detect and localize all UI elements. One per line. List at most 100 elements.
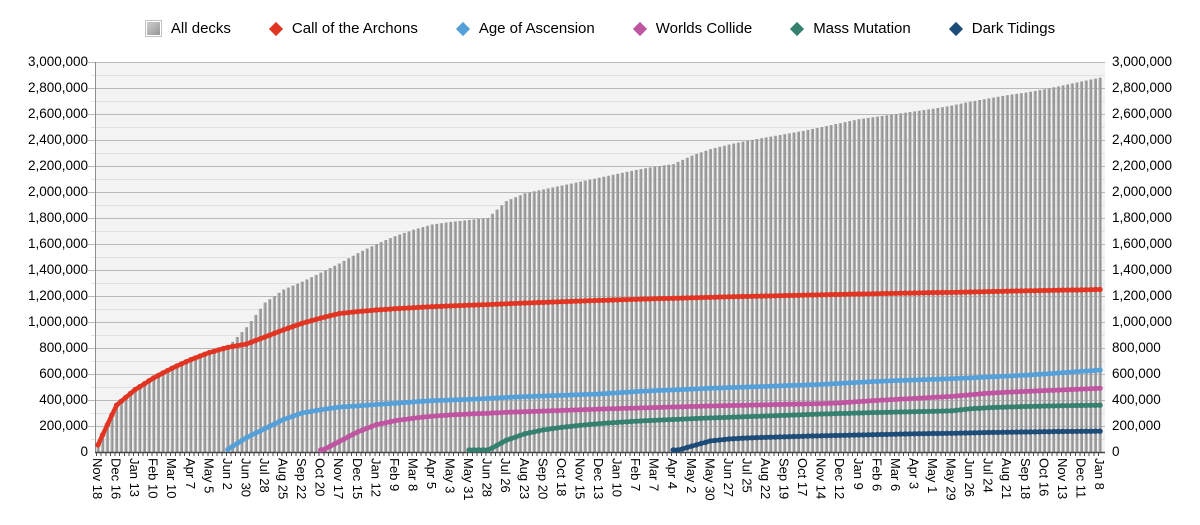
- x-tick-label: Sep 20: [535, 458, 551, 500]
- y-tick-label-right: 2,000,000: [1112, 184, 1173, 199]
- x-tick-label: Jan 10: [609, 458, 625, 498]
- y-tick-label-right: 1,200,000: [1112, 288, 1173, 303]
- y-tick-label-right: 2,200,000: [1112, 158, 1173, 173]
- x-tick-label: Nov 17: [331, 458, 347, 500]
- chart-legend: All decks Call of the Archons Age of Ascen…: [0, 20, 1200, 37]
- legend-label: Mass Mutation: [813, 20, 911, 37]
- x-tick-label: Jun 28: [479, 458, 495, 498]
- y-tick-label-right: 400,000: [1112, 392, 1161, 407]
- y-tick-label-left: 2,200,000: [27, 158, 88, 173]
- x-tick-label: Jun 2: [219, 458, 235, 490]
- x-tick-label: May 1: [925, 458, 940, 494]
- y-tick-label-right: 1,400,000: [1112, 262, 1173, 277]
- y-tick-label-left: 1,000,000: [27, 314, 88, 329]
- y-tick-label-left: 1,600,000: [27, 236, 88, 251]
- legend-label: Worlds Collide: [655, 20, 753, 37]
- legend-label: Age of Ascension: [478, 20, 595, 37]
- x-tick-label: Apr 4: [665, 458, 681, 490]
- x-tick-label: Dec 16: [108, 458, 124, 500]
- x-tick-label: Sep 22: [294, 458, 310, 500]
- x-tick-label: May 30: [702, 458, 718, 501]
- legend-item-call-of-the-archons[interactable]: Call of the Archons: [268, 20, 418, 37]
- all-decks-bars: [96, 77, 1102, 453]
- legend-diamond-icon: [268, 21, 283, 36]
- y-tick-label-left: 0: [80, 444, 88, 459]
- x-tick-label: Jul 25: [739, 458, 755, 493]
- y-tick-label-left: 2,800,000: [27, 80, 88, 95]
- x-tick-label: Nov 18: [90, 458, 105, 500]
- legend-square-icon: [144, 20, 162, 37]
- line-call-of-the-archons: [95, 286, 1103, 448]
- x-tick-label: Dec 15: [349, 458, 365, 500]
- x-tick-label: Oct 16: [1036, 458, 1052, 497]
- x-tick-label: Oct 20: [312, 458, 328, 497]
- x-tick-label: Jan 12: [368, 458, 384, 498]
- y-tick-label-right: 0: [1112, 444, 1120, 459]
- x-tick-label: Jan 8: [1092, 458, 1107, 490]
- y-tick-label-left: 600,000: [39, 366, 88, 381]
- x-tick-label: Jan 9: [850, 458, 866, 490]
- x-tick-label: Nov 15: [572, 458, 588, 500]
- x-tick-label: Dec 11: [1073, 458, 1089, 499]
- x-tick-label: Jul 24: [980, 458, 996, 493]
- line-mass-mutation: [466, 402, 1103, 453]
- legend-label: Dark Tidings: [971, 20, 1056, 37]
- x-tick-label: Nov 13: [1054, 458, 1070, 500]
- x-tick-label: Jan 13: [127, 458, 143, 498]
- x-tick-label: Sep 19: [776, 458, 792, 500]
- x-tick-label: Aug 21: [999, 458, 1015, 500]
- x-tick-label: May 3: [442, 458, 458, 494]
- x-tick-label: Feb 9: [386, 458, 402, 492]
- x-tick-label: Sep 18: [1017, 458, 1033, 500]
- y-tick-label-left: 1,400,000: [27, 262, 88, 277]
- y-tick-label-right: 200,000: [1112, 418, 1161, 433]
- line-worlds-collide: [318, 385, 1103, 453]
- y-tick-label-left: 2,600,000: [27, 106, 88, 121]
- x-tick-label: May 31: [461, 458, 477, 501]
- x-tick-label: May 29: [943, 458, 959, 501]
- legend-diamond-icon: [632, 21, 647, 36]
- x-tick-label: May 2: [683, 458, 699, 494]
- y-tick-label-left: 800,000: [39, 340, 88, 355]
- x-tick-label: Oct 17: [795, 458, 811, 497]
- x-tick-label: Aug 22: [758, 458, 773, 500]
- legend-diamond-icon: [455, 21, 470, 36]
- legend-item-dark-tidings[interactable]: Dark Tidings: [948, 20, 1056, 37]
- line-age-of-ascension: [225, 367, 1103, 453]
- legend-item-worlds-collide[interactable]: Worlds Collide: [632, 20, 753, 37]
- x-tick-label: Jun 27: [720, 458, 736, 498]
- legend-diamond-icon: [948, 21, 963, 36]
- line-dark-tidings: [670, 428, 1103, 453]
- x-tick-label: Jul 28: [257, 458, 272, 493]
- y-tick-label-right: 1,600,000: [1112, 236, 1173, 251]
- x-tick-label: Mar 10: [164, 458, 180, 499]
- x-tick-label: Jun 26: [962, 458, 978, 498]
- x-tick-label: Jul 26: [498, 458, 514, 493]
- x-tick-label: Aug 23: [516, 458, 532, 500]
- legend-item-mass-mutation[interactable]: Mass Mutation: [790, 20, 911, 37]
- y-tick-label-left: 2,000,000: [27, 184, 88, 199]
- x-tick-label: Dec 12: [832, 458, 848, 500]
- legend-item-age-of-ascension[interactable]: Age of Ascension: [455, 20, 595, 37]
- y-tick-label-right: 2,800,000: [1112, 80, 1173, 95]
- legend-diamond-icon: [790, 21, 805, 36]
- x-tick-label: Dec 13: [591, 458, 606, 500]
- y-tick-label-right: 2,400,000: [1112, 132, 1173, 147]
- x-tick-label: Aug 25: [275, 458, 291, 500]
- y-tick-label-left: 2,400,000: [27, 132, 88, 147]
- legend-label: Call of the Archons: [291, 20, 418, 37]
- y-tick-label-right: 1,000,000: [1112, 314, 1173, 329]
- x-tick-label: Nov 14: [813, 458, 829, 500]
- y-tick-label-right: 600,000: [1112, 366, 1161, 381]
- y-tick-label-left: 200,000: [39, 418, 88, 433]
- x-tick-label: Feb 6: [869, 458, 885, 492]
- x-tick-label: Apr 5: [424, 458, 439, 490]
- x-tick-label: Oct 18: [553, 458, 569, 497]
- legend-item-all-decks[interactable]: All decks: [144, 20, 231, 37]
- y-tick-label-right: 800,000: [1112, 340, 1161, 355]
- y-tick-label-left: 400,000: [39, 392, 88, 407]
- y-tick-label-right: 2,600,000: [1112, 106, 1173, 121]
- x-tick-label: Mar 8: [405, 458, 421, 492]
- x-tick-label: Feb 10: [145, 458, 161, 499]
- y-tick-label-right: 1,800,000: [1112, 210, 1173, 225]
